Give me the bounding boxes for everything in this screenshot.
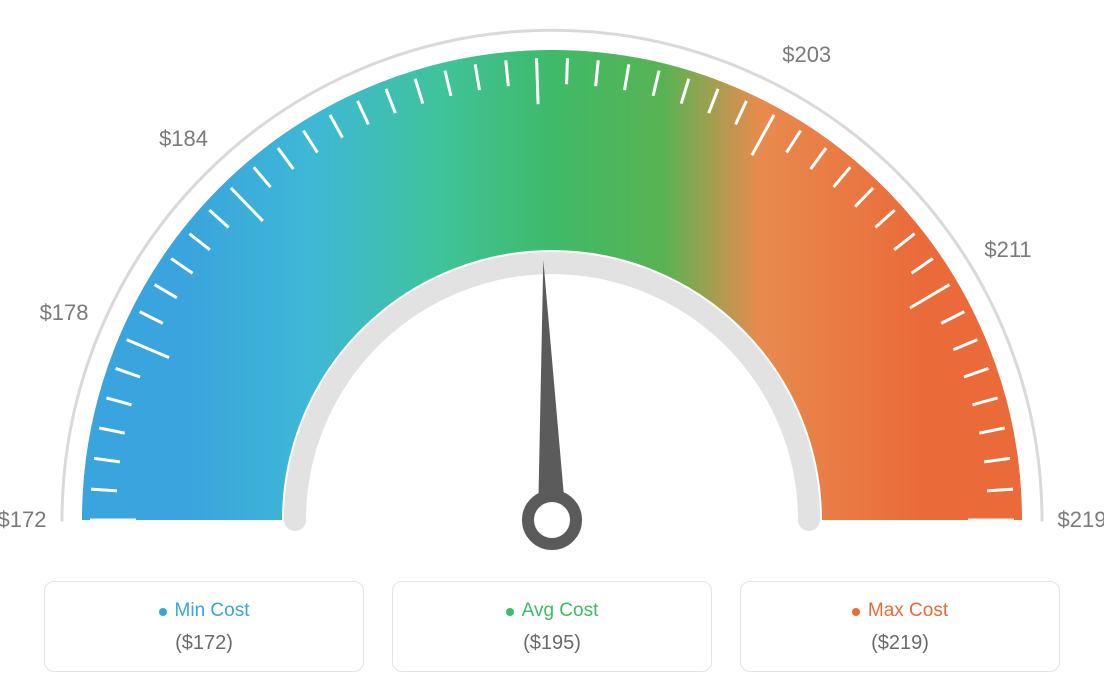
legend-title-max: Max Cost (852, 600, 948, 622)
legend-card-min: Min Cost ($172) (44, 581, 364, 672)
legend-title-avg: Avg Cost (506, 600, 599, 622)
legend-value-avg: ($195) (403, 632, 701, 655)
legend-label-max: Max Cost (868, 600, 948, 622)
legend-title-min: Min Cost (159, 600, 250, 622)
gauge-tick-label: $211 (984, 237, 1031, 263)
legend-card-avg: Avg Cost ($195) (392, 581, 712, 672)
gauge-tick-label: $172 (0, 507, 46, 533)
gauge-svg (0, 0, 1104, 560)
gauge-tick-label: $178 (40, 300, 89, 326)
legend-dot-max (852, 608, 860, 616)
legend-value-min: ($172) (55, 632, 353, 655)
gauge-tick-label: $184 (159, 126, 208, 152)
gauge-chart: $172 $178 $184 $195 $203 $211 $219 (0, 0, 1104, 560)
legend-row: Min Cost ($172) Avg Cost ($195) Max Cost… (0, 581, 1104, 672)
gauge-tick-label: $195 (510, 0, 559, 3)
legend-label-min: Min Cost (175, 600, 250, 622)
legend-card-max: Max Cost ($219) (740, 581, 1060, 672)
legend-dot-avg (506, 608, 514, 616)
legend-dot-min (159, 608, 167, 616)
legend-label-avg: Avg Cost (522, 600, 599, 622)
gauge-tick-label: $203 (782, 42, 831, 68)
gauge-tick-label: $219 (1058, 507, 1104, 533)
legend-value-max: ($219) (751, 632, 1049, 655)
